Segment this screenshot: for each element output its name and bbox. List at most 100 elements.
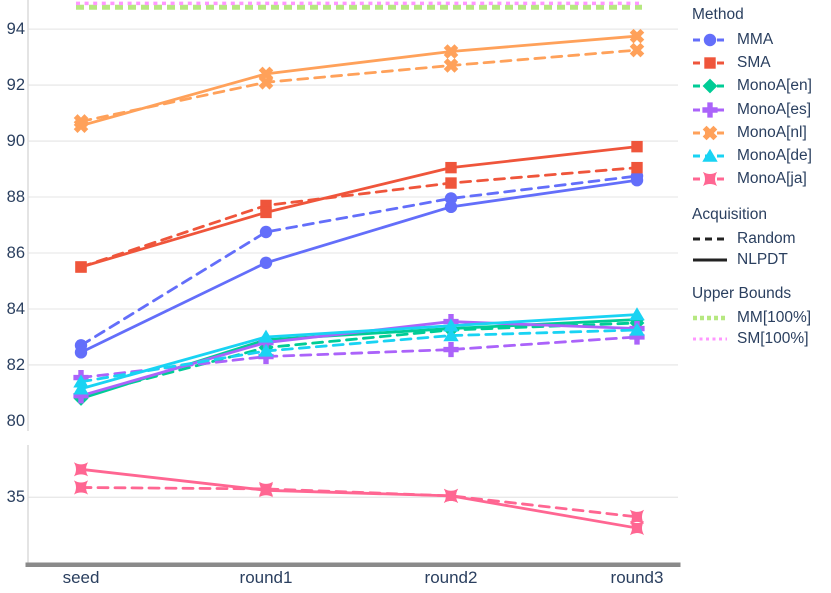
legend-section-title: Acquisition: [692, 206, 767, 224]
series-line-MonoA[de]-NLPDT: [79, 313, 639, 391]
legend-marker-icon: [702, 148, 718, 162]
diamond-legend-glyph-icon: [693, 78, 727, 94]
x-tick-label: seed: [63, 568, 100, 587]
marker-MonoA[de]-NLPDT: [73, 381, 89, 395]
marker-MonoA[nl]-NLPDT: [73, 118, 89, 133]
marker-MonoA[de]-Random: [258, 343, 274, 357]
legend-section-title: Method: [692, 6, 744, 23]
x-tick-label: round3: [611, 568, 664, 587]
marker-MMA-NLPDT: [630, 174, 644, 187]
legend-item-label: Random: [737, 229, 796, 247]
marker-SMA-Random: [631, 161, 643, 174]
legend-item-sm100[interactable]: SM[100%]: [692, 328, 830, 349]
legend-item-monoaen[interactable]: MonoA[en]: [692, 75, 830, 98]
legend-item-label: MonoA[nl]: [737, 123, 807, 141]
x-tick-label: round2: [425, 568, 478, 587]
marker-MonoA[es]-Random: [443, 341, 459, 358]
y-tick-label: 35: [7, 488, 25, 506]
marker-MMA-NLPDT: [74, 346, 88, 359]
legend-item-label: NLPDT: [737, 250, 788, 268]
series-line-MMA-NLPDT: [79, 178, 639, 354]
square-legend-glyph-icon: [693, 57, 727, 69]
line-style-icon: [693, 315, 727, 320]
marker-MMA-NLPDT: [444, 200, 458, 214]
y-tick-label: 88: [7, 188, 25, 206]
series-line-MonoA[nl]-Random: [79, 48, 639, 123]
marker-SMA-NLPDT: [631, 140, 643, 153]
legend-item-monoaja[interactable]: MonoA[ja]: [692, 168, 830, 191]
marker-MonoA[de]-Random: [629, 322, 645, 336]
legend-marker-icon: [702, 101, 718, 118]
legend-marker-icon: [702, 78, 718, 94]
marker-SMA-Random: [260, 199, 272, 212]
marker-MonoA[es]-Random: [629, 329, 645, 345]
circle-legend-glyph-icon: [693, 33, 727, 46]
legend-section-title: Upper Bounds: [692, 285, 792, 303]
marker-MonoA[de]-NLPDT: [258, 329, 274, 343]
legend-section-acquisition: Acquisition Random NLPDT: [692, 204, 830, 270]
series-line-MMA-Random: [79, 174, 639, 347]
y-tick-label: 94: [7, 20, 25, 38]
line-style-icon: [693, 237, 727, 241]
legend-item-label: MMA: [737, 30, 774, 48]
legend-item-monoade[interactable]: MonoA[de]: [692, 144, 830, 167]
line-style-icon: [693, 258, 727, 262]
legend-marker-icon: [704, 57, 716, 69]
marker-SMA-NLPDT: [260, 206, 272, 219]
marker-SMA-NLPDT: [75, 261, 87, 273]
legend-item-label: MonoA[es]: [737, 100, 812, 118]
y-tick-label: 82: [7, 356, 25, 374]
y-tick-label: 80: [7, 412, 25, 430]
legend-item-label: MonoA[en]: [737, 77, 812, 95]
marker-MonoA[ja]-NLPDT: [73, 462, 89, 477]
marker-MonoA[nl]-NLPDT: [443, 44, 459, 59]
marker-MonoA[de]-NLPDT: [443, 318, 459, 332]
x-tick-label: round1: [240, 568, 293, 587]
legend-item-sma[interactable]: SMA: [692, 51, 830, 74]
marker-MonoA[nl]-NLPDT: [629, 28, 645, 44]
y-tick-label: 92: [7, 76, 25, 94]
legend-item-monoaes[interactable]: MonoA[es]: [692, 98, 830, 121]
marker-MonoA[de]-Random: [443, 328, 459, 342]
legend-section-method: Method MMA SMA MonoA[en] MonoA[es] MonoA[nl] M…: [692, 4, 830, 191]
marker-MonoA[ja]-NLPDT: [443, 488, 459, 503]
marker-MonoA[ja]-NLPDT: [258, 483, 274, 498]
legend: Method MMA SMA MonoA[en] MonoA[es] MonoA[nl] M…: [692, 4, 830, 362]
legend-marker-icon: [702, 172, 718, 187]
y-tick-label: 86: [7, 244, 25, 262]
marker-MonoA[nl]-NLPDT: [258, 66, 274, 82]
marker-SMA-Random: [445, 177, 457, 189]
x-legend-glyph-icon: [693, 125, 727, 141]
marker-MMA-NLPDT: [259, 256, 273, 269]
series-line-MonoA[nl]-NLPDT: [79, 34, 639, 128]
marker-MonoA[es]-NLPDT: [73, 388, 89, 404]
legend-item-label: MM[100%]: [737, 308, 812, 326]
line-style-icon: [693, 337, 727, 341]
legend-item-label: SM[100%]: [737, 329, 809, 347]
y-tick-label: 90: [7, 132, 25, 150]
legend-marker-icon: [702, 125, 718, 141]
legend-item-nlpdt[interactable]: NLPDT: [692, 249, 830, 270]
marker-MMA-Random: [259, 225, 273, 239]
legend-section-upper-bounds: Upper Bounds MM[100%] SM[100%]: [692, 283, 830, 349]
legend-item-monoanl[interactable]: MonoA[nl]: [692, 121, 830, 144]
legend-item-mm100[interactable]: MM[100%]: [692, 307, 830, 328]
legend-item-mma[interactable]: MMA: [692, 28, 830, 51]
y-tick-label: 84: [7, 300, 25, 318]
marker-SMA-NLPDT: [445, 161, 457, 174]
legend-item-label: MonoA[ja]: [737, 170, 807, 188]
cross-legend-glyph-icon: [693, 101, 727, 118]
x-axis-baseline: [25, 562, 681, 567]
series-line-MonoA[de]-Random: [79, 328, 639, 384]
triangle-up-legend-glyph-icon: [693, 148, 727, 162]
marker-MonoA[de]-Random: [73, 374, 89, 388]
marker-MonoA[de]-NLPDT: [629, 307, 645, 321]
series-line-SMA-NLPDT: [79, 145, 639, 269]
legend-item-random[interactable]: Random: [692, 228, 830, 249]
legend-item-label: MonoA[de]: [737, 147, 812, 165]
series-line-MonoA[ja]-NLPDT: [79, 467, 639, 530]
marker-MonoA[nl]-Random: [629, 42, 645, 58]
marker-MonoA[ja]-Random: [73, 480, 89, 495]
